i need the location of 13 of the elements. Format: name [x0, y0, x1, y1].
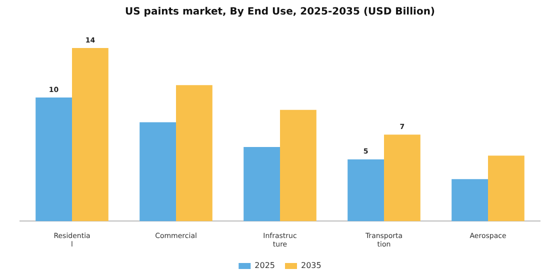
bar [140, 122, 176, 222]
bar [384, 134, 420, 222]
legend-label: 2035 [301, 261, 322, 270]
chart-title: US paints market, By End Use, 2025-2035 (USD Billion) [124, 6, 436, 18]
bar [72, 48, 108, 222]
bar [452, 179, 488, 222]
legend-label: 2025 [254, 261, 275, 270]
bar [176, 85, 212, 222]
bar [280, 110, 316, 222]
bar [348, 159, 384, 222]
bar [488, 156, 524, 222]
bar [244, 146, 280, 222]
bar [36, 97, 72, 222]
